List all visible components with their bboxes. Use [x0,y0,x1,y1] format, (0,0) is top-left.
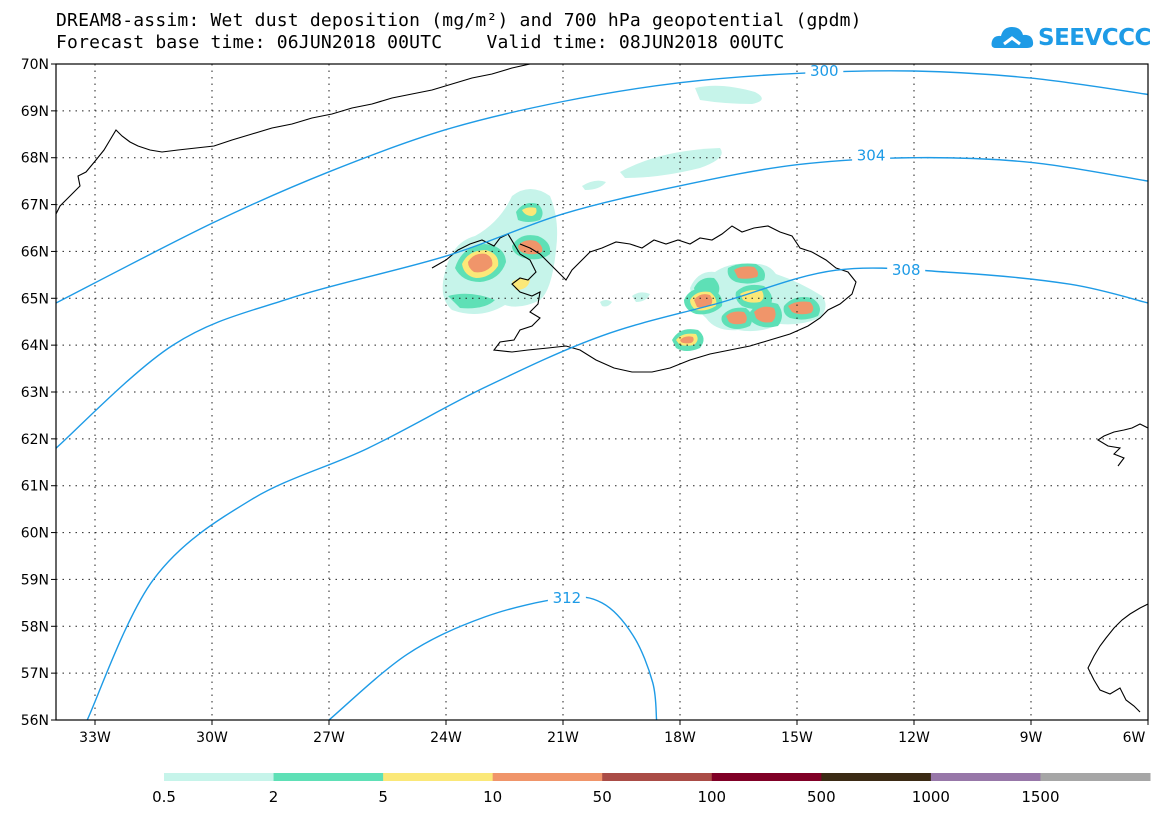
longitude-label: 9W [1020,730,1043,746]
cloud-icon [991,27,1034,48]
longitude-label: 24W [430,730,462,746]
colorbar-label: 0.5 [152,788,176,806]
longitude-label: 6W [1123,730,1146,746]
contour-300 [56,70,1148,304]
contour-308 [86,267,1148,720]
colorbar: 0.5 2 5 10 50 100 500 1000 1500 [152,773,1151,806]
colorbar-segment [273,773,384,781]
colorbar-label: 10 [483,788,502,806]
latitude-labels: 70N 69N 68N 67N 66N 65N 64N 63N 62N 61N 60N 59N 58N 5… [21,57,56,729]
latitude-label: 61N [21,479,49,495]
contour-label-308: 308 [892,261,921,279]
map-title: DREAM8-assim: Wet dust deposition (mg/m²… [56,10,862,31]
latitude-label: 58N [21,619,49,635]
latitude-label: 62N [21,432,49,448]
longitude-label: 30W [196,730,228,746]
norway-coastline-upper [1096,423,1148,467]
longitude-label: 18W [664,730,696,746]
norway-coastline-lower [1087,603,1148,713]
coastlines [56,64,1148,713]
greenland-coastline [56,64,531,215]
longitude-label: 12W [898,730,930,746]
colorbar-segment [492,773,603,781]
longitude-labels: 33W 30W 27W 24W 21W 18W 15W 12W 9W 6W [79,720,1149,746]
logo-text: SEEVCCC [1038,25,1151,51]
map-subtitle-times: Forecast base time: 06JUN2018 00UTC Vali… [56,32,785,53]
colorbar-label: 2 [269,788,279,806]
colorbar-label: 500 [807,788,836,806]
latitude-label: 67N [21,198,49,214]
colorbar-segment [383,773,494,781]
longitude-label: 27W [313,730,345,746]
dust-deposition-field [442,85,826,351]
geopotential-contours: 300 304 308 312 [56,62,1148,720]
contour-label-312: 312 [553,589,582,607]
latitude-label: 57N [21,666,49,682]
seevccc-logo: SEEVCCC [990,18,1151,58]
longitude-label: 15W [781,730,813,746]
colorbar-label: 1000 [912,788,950,806]
colorbar-label: 5 [378,788,388,806]
latitude-label: 68N [21,151,49,167]
iceland-coastline [431,225,857,373]
map-gridlines [56,64,1148,720]
colorbar-label: 100 [697,788,726,806]
contour-312 [328,596,658,720]
contour-label-300: 300 [810,62,839,80]
latitude-label: 59N [21,572,49,588]
latitude-label: 60N [21,526,49,542]
latitude-label: 70N [21,57,49,73]
latitude-label: 66N [21,244,49,260]
longitude-label: 33W [79,730,111,746]
contour-304 [56,156,1148,449]
colorbar-label: 1500 [1021,788,1059,806]
colorbar-segment [930,773,1041,781]
longitude-label: 21W [547,730,579,746]
latitude-label: 56N [21,713,49,729]
latitude-label: 65N [21,291,49,307]
colorbar-segment [821,773,932,781]
latitude-label: 63N [21,385,49,401]
contour-label-304: 304 [857,146,886,164]
colorbar-segment [164,773,275,781]
contour-label-bg [852,146,891,165]
latitude-label: 64N [21,338,49,354]
colorbar-segment [711,773,822,781]
latitude-label: 69N [21,104,49,120]
contour-label-bg [547,589,586,608]
contour-label-bg [887,261,926,280]
colorbar-segment [1040,773,1151,781]
contour-label-bg [805,64,844,81]
colorbar-segment [602,773,713,781]
colorbar-label: 50 [593,788,612,806]
